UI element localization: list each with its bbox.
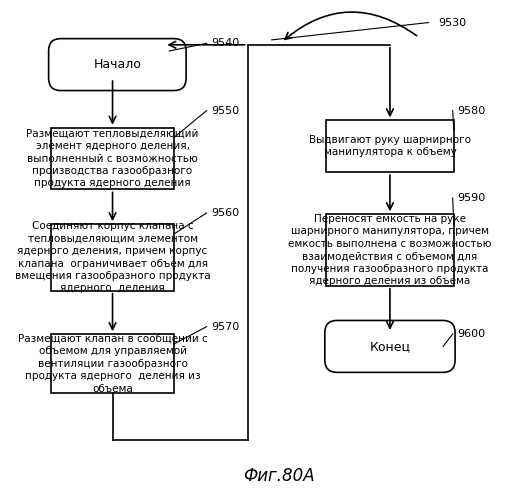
Text: 9590: 9590 — [458, 193, 486, 203]
Text: 9540: 9540 — [211, 38, 240, 48]
Bar — [326, 120, 454, 172]
Text: Начало: Начало — [94, 58, 141, 71]
Text: Фиг.80А: Фиг.80А — [243, 467, 315, 485]
FancyBboxPatch shape — [325, 320, 455, 372]
FancyBboxPatch shape — [49, 38, 186, 90]
Bar — [51, 128, 174, 190]
Text: 9550: 9550 — [211, 106, 240, 116]
Text: 9600: 9600 — [458, 329, 486, 339]
Text: Соединяют корпус клапана с
тепловыделяющим элементом
ядерного деления, причем ко: Соединяют корпус клапана с тепловыделяющ… — [15, 222, 210, 294]
Text: Переносят емкость на руке
шарнирного манипулятора, причем
емкость выполнена с во: Переносят емкость на руке шарнирного ман… — [288, 214, 492, 286]
Text: Выдвигают руку шарнирного
манипулятора к объему: Выдвигают руку шарнирного манипулятора к… — [309, 135, 471, 158]
Bar — [326, 214, 454, 286]
Text: Конец: Конец — [369, 340, 411, 353]
Text: 9580: 9580 — [458, 106, 486, 116]
Text: 9560: 9560 — [211, 208, 240, 218]
Bar — [51, 224, 174, 291]
Text: 9530: 9530 — [438, 18, 467, 28]
Text: Размещают клапан в сообщении с
объемом для управляемой
вентиляции газообразного
: Размещают клапан в сообщении с объемом д… — [18, 334, 208, 394]
Text: Размещают тепловыделяющий
элемент ядерного деления,
выполненный с возможностью
п: Размещают тепловыделяющий элемент ядерно… — [26, 128, 199, 188]
Bar — [51, 334, 174, 394]
Text: 9570: 9570 — [211, 322, 240, 332]
